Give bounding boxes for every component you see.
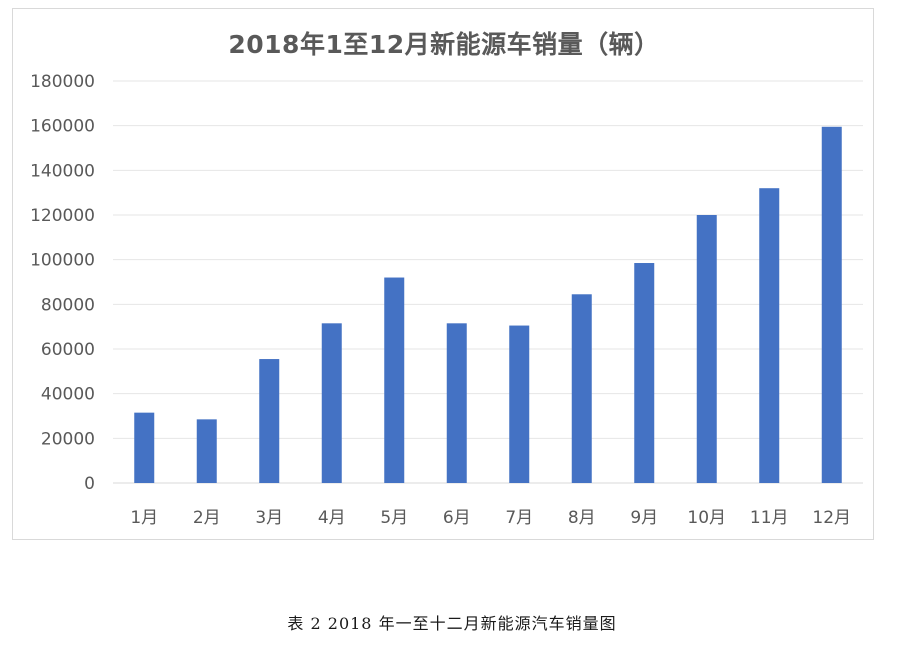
- bars: [134, 126, 842, 484]
- x-tick-label: 2月: [193, 508, 221, 528]
- y-tick-label: 80000: [41, 295, 95, 315]
- bar: [134, 412, 155, 483]
- x-tick-label: 1月: [130, 508, 158, 528]
- x-tick-label: 11月: [750, 508, 789, 528]
- y-tick-label: 40000: [41, 385, 95, 405]
- x-tick-label: 9月: [630, 508, 658, 528]
- y-tick-label: 180000: [30, 72, 95, 92]
- bar: [571, 294, 592, 483]
- bar: [759, 188, 780, 483]
- bar: [446, 323, 467, 483]
- y-tick-label: 60000: [41, 340, 95, 360]
- x-tick-label: 12月: [812, 508, 851, 528]
- bar: [384, 277, 405, 483]
- bar: [634, 263, 655, 483]
- bar: [259, 359, 280, 483]
- chart-frame: 2018年1至12月新能源车销量（辆） 0 20000 40000 60000 8000…: [12, 8, 874, 540]
- bar: [509, 325, 530, 483]
- gridlines: [113, 80, 863, 484]
- y-tick-label: 100000: [30, 251, 95, 271]
- bar-chart: 0 20000 40000 60000 80000 100000 120000 140000 1…: [30, 72, 863, 528]
- x-tick-label: 10月: [687, 508, 726, 528]
- figure-caption: 表 2 2018 年一至十二月新能源汽车销量图: [287, 614, 617, 633]
- y-tick-label: 20000: [41, 429, 95, 449]
- bar: [196, 419, 217, 483]
- y-tick-label: 160000: [30, 117, 95, 137]
- y-tick-label: 120000: [30, 206, 95, 226]
- x-tick-label: 7月: [505, 508, 533, 528]
- y-axis-ticks: 0 20000 40000 60000 80000 100000 120000 140000 1…: [30, 72, 95, 494]
- x-tick-label: 8月: [568, 508, 596, 528]
- x-axis-ticks: 1月 2月 3月 4月 5月 6月 7月 8月 9月 10月 11月 12月: [130, 508, 851, 528]
- x-tick-label: 5月: [380, 508, 408, 528]
- x-tick-label: 4月: [318, 508, 346, 528]
- chart-title: 2018年1至12月新能源车销量（辆）: [228, 30, 660, 59]
- y-tick-label: 140000: [30, 161, 95, 181]
- x-tick-label: 6月: [443, 508, 471, 528]
- bar: [696, 215, 717, 483]
- x-tick-label: 3月: [255, 508, 283, 528]
- bar: [821, 126, 842, 484]
- y-tick-label: 0: [84, 474, 95, 494]
- bar: [321, 323, 342, 483]
